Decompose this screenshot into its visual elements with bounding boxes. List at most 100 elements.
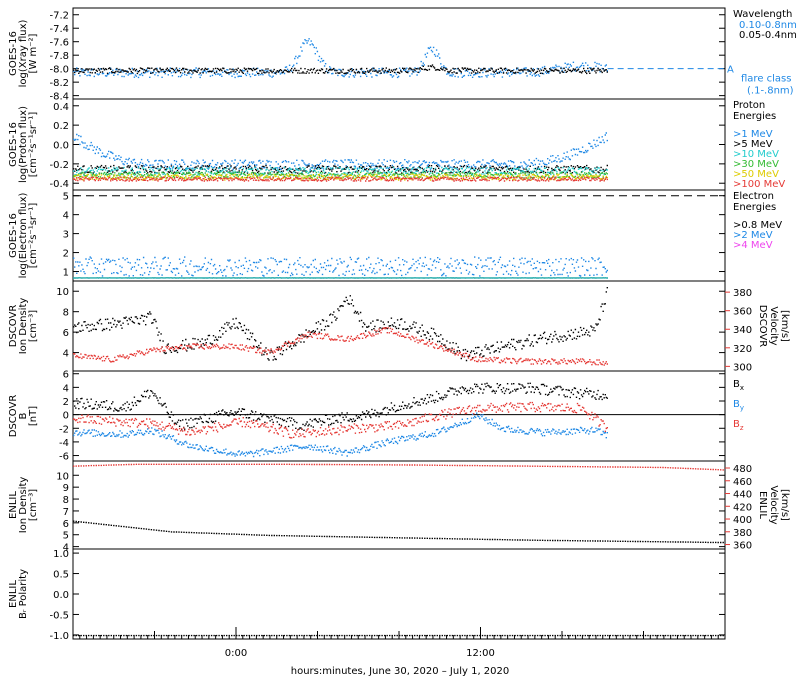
series-proton-2 xyxy=(73,166,608,176)
ytick-label-xray-6: -8.4 xyxy=(49,92,69,103)
ytick-label-enlil_density-3: 7 xyxy=(63,507,69,518)
y-axis-title-dscovr_b-0: DSCOVR xyxy=(8,395,19,438)
ytick-label-proton-3: -0.2 xyxy=(49,160,69,171)
ytick-label-enlil_density-4: 6 xyxy=(63,519,69,530)
ytick-label-dscovr_b-0: 6 xyxy=(63,370,69,381)
ytick-label-dscovr_density-3: 4 xyxy=(63,349,69,360)
ytick-label-electron-1: 4 xyxy=(63,211,69,222)
series-dots-dscovr_density-0 xyxy=(73,287,608,362)
ytick-label-enlil_polarity-1: 0.5 xyxy=(53,570,69,581)
xtick-label-0: 0:00 xyxy=(225,648,247,659)
legend-item-electron-2: >4 MeV xyxy=(733,240,773,251)
ytick-label-xray-1: -7.4 xyxy=(49,24,69,35)
y2tick-label-enlil_density-6: 360 xyxy=(733,541,752,552)
ytick-label-dscovr_b-1: 4 xyxy=(63,383,69,394)
ytick-label-xray-5: -8.2 xyxy=(49,78,69,89)
ytick-label-xray-3: -7.8 xyxy=(49,51,69,62)
x-axis-title: hours:minutes, June 30, 2020 – July 1, 2… xyxy=(291,666,510,677)
flare-class-range: (.1-.8nm) xyxy=(747,86,794,97)
ytick-label-dscovr_b-4: -2 xyxy=(59,424,69,435)
series-dscovr_density-1 xyxy=(73,327,608,366)
ytick-label-proton-4: -0.4 xyxy=(49,179,69,190)
legend-subscript: y xyxy=(740,404,744,412)
legend-item-electron-0: >0.8 MeV xyxy=(733,220,782,231)
legend-title-xray-0: Wavelength xyxy=(733,9,792,20)
y2tick-label-enlil_density-1: 460 xyxy=(733,477,752,488)
y2tick-label-dscovr_density-3: 320 xyxy=(733,344,752,355)
y2tick-label-dscovr_density-0: 380 xyxy=(733,288,752,299)
legend-item-proton-5: >100 MeV xyxy=(733,179,785,190)
y-axis-title-xray-0: GOES-16 xyxy=(8,31,19,76)
y-axis-title-dscovr_density-2: [cm⁻³] xyxy=(28,310,39,342)
ytick-label-enlil_polarity-4: -1.0 xyxy=(49,631,69,642)
y2-axis-title-enlil_density-0: ENLIL xyxy=(757,491,768,519)
ytick-label-dscovr_b-5: -4 xyxy=(59,438,69,449)
y-axis-title-enlil_density-2: [cm⁻³] xyxy=(28,489,39,521)
y-axis-title-enlil_polarity-1: Bᵣ Polarity xyxy=(18,569,29,619)
legend-subscript: z xyxy=(740,424,744,432)
ytick-label-proton-2: 0.0 xyxy=(53,141,69,152)
ytick-label-enlil_density-5: 5 xyxy=(63,531,69,542)
y-axis-title-dscovr_b-1: B xyxy=(18,412,29,419)
legend-item-dscovr_b-0: Bx xyxy=(733,379,744,392)
flare-class-letter: A xyxy=(727,65,734,76)
series-proton-4 xyxy=(73,173,608,181)
series-dots-proton-5 xyxy=(73,176,608,182)
legend-item-proton-2: >10 MeV xyxy=(733,149,779,160)
ytick-label-enlil_polarity-2: 0.0 xyxy=(53,590,69,601)
legend-title-electron-1: Energies xyxy=(733,202,776,213)
ytick-label-electron-3: 2 xyxy=(63,249,69,260)
y2tick-label-enlil_density-4: 400 xyxy=(733,515,752,526)
series-dots-proton-4 xyxy=(73,173,608,181)
y2tick-label-dscovr_density-2: 340 xyxy=(733,325,752,336)
y-axis-title-enlil_polarity-0: ENLIL xyxy=(8,580,19,608)
ytick-label-proton-1: 0.2 xyxy=(53,121,69,132)
ytick-label-dscovr_b-3: 0 xyxy=(63,411,69,422)
y-axis-title-electron-1: log(Electron flux) xyxy=(18,193,29,279)
series-dscovr_b-2 xyxy=(73,401,608,439)
series-dots-proton-3 xyxy=(73,171,608,179)
series-dscovr_density-0 xyxy=(73,287,608,362)
ytick-label-enlil_polarity-3: -0.5 xyxy=(49,610,69,621)
y-axis-title-proton-1: log(Proton flux) xyxy=(18,106,29,183)
y-axis-title-dscovr_density-1: Ion Density xyxy=(18,298,29,355)
y-axis-title-xray-2: [W m⁻²] xyxy=(28,33,39,73)
flare-class-label: flare class xyxy=(741,74,791,85)
y-axis-title-dscovr_density-0: DSCOVR xyxy=(8,305,19,348)
legend-item-electron-1: >2 MeV xyxy=(733,230,773,241)
y-axis-title-dscovr_b-2: [nT] xyxy=(28,406,39,426)
series-dscovr_b-1 xyxy=(73,412,608,458)
series-electron-1 xyxy=(73,277,608,279)
legend-item-proton-0: >1 MeV xyxy=(733,129,773,140)
ytick-label-xray-2: -7.6 xyxy=(49,38,69,49)
ytick-label-enlil_polarity-0: 1.0 xyxy=(53,549,69,560)
y-axis-title-electron-2: [cm⁻²s⁻¹sr⁻¹] xyxy=(28,203,39,269)
y2-axis-title-dscovr_density-2: [km/s] xyxy=(779,310,790,342)
y2-axis-title-enlil_density-2: [km/s] xyxy=(779,489,790,521)
ytick-label-xray-4: -8.0 xyxy=(49,65,69,76)
ytick-label-enlil_density-2: 8 xyxy=(63,495,69,506)
legend-title-electron-0: Electron xyxy=(733,191,774,202)
series-proton-3 xyxy=(73,171,608,179)
y-axis-title-proton-2: [cm⁻²s⁻¹sr⁻¹] xyxy=(28,112,39,178)
ytick-label-dscovr_b-2: 2 xyxy=(63,397,69,408)
ytick-label-electron-2: 3 xyxy=(63,230,69,241)
legend-item-dscovr_b-2: Bz xyxy=(733,419,744,432)
ytick-label-enlil_density-6: 4 xyxy=(63,543,69,554)
ytick-label-dscovr_density-2: 6 xyxy=(63,328,69,339)
series-dots-dscovr_density-1 xyxy=(73,327,608,366)
y-axis-title-enlil_density-1: Ion Density xyxy=(18,477,29,534)
series-xray-0 xyxy=(73,38,608,79)
ytick-label-proton-0: 0.4 xyxy=(53,102,69,113)
y-axis-title-electron-0: GOES-16 xyxy=(8,213,19,258)
series-electron-0 xyxy=(73,256,608,277)
series-dots-dscovr_b-2 xyxy=(73,401,608,439)
legend-item-dscovr_b-1: By xyxy=(733,399,744,412)
xtick-label-1: 12:00 xyxy=(466,648,495,659)
y-axis-title-proton-0: GOES-16 xyxy=(8,122,19,167)
series-dots-proton-2 xyxy=(73,166,608,176)
y-axis-title-xray-1: log(Xray flux) xyxy=(18,20,29,88)
series-xray-1 xyxy=(73,64,608,75)
y2tick-label-enlil_density-3: 420 xyxy=(733,502,752,513)
